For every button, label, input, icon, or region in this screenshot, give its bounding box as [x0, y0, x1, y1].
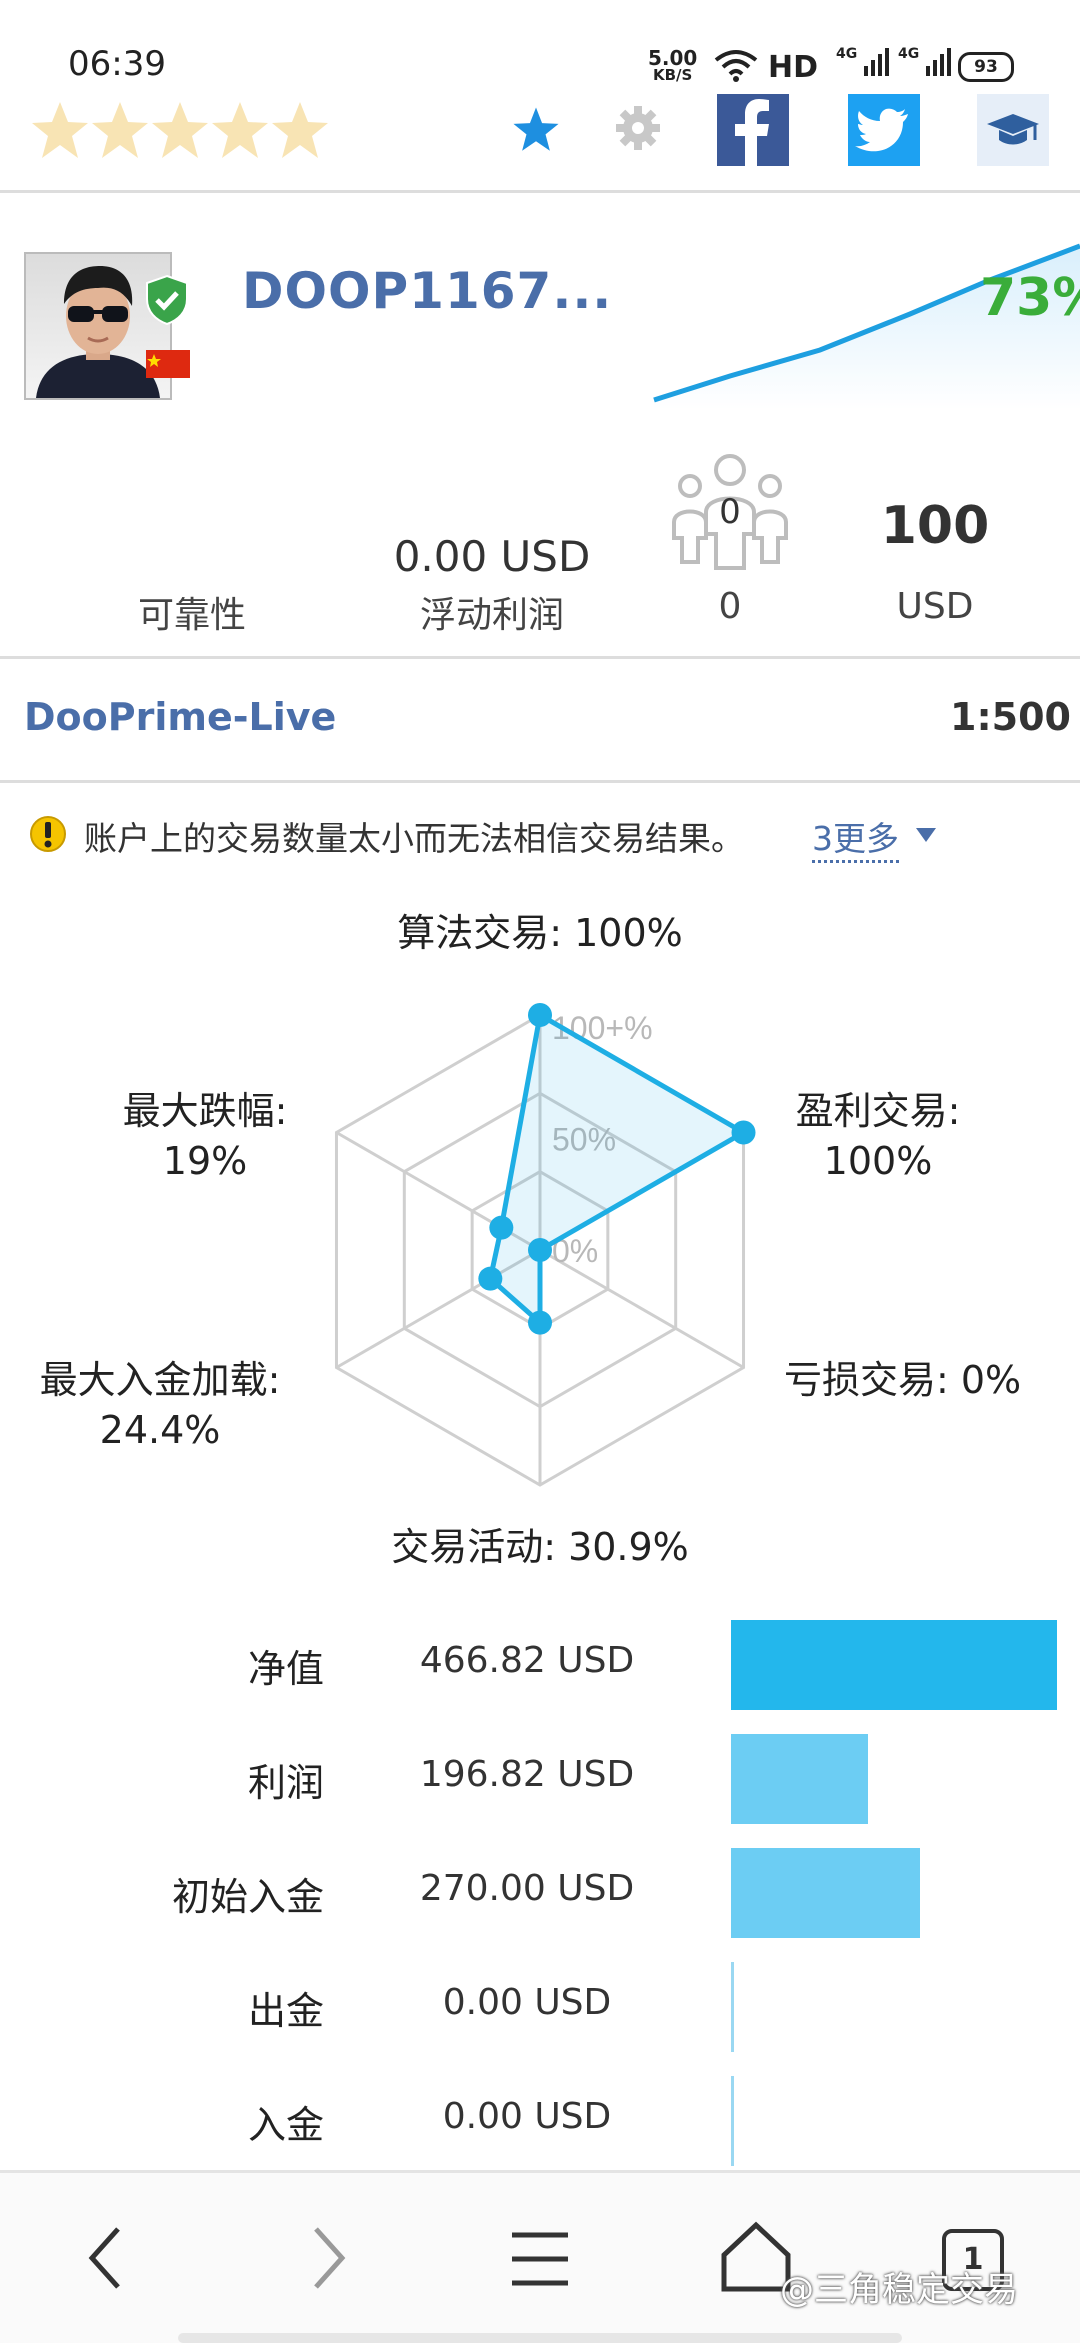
radar-label-deposit-line1: 最大入金加载: — [39, 1358, 281, 1402]
radar-label-profit-line1: 盈利交易: — [795, 1089, 961, 1133]
summary-label: 利润 — [247, 1761, 324, 1805]
radar-scale-label: 100+% — [552, 1010, 653, 1046]
rating-stars — [30, 100, 330, 166]
back-icon[interactable] — [78, 2223, 138, 2293]
summary-value: 270.00 USD — [419, 1868, 635, 1909]
nav-indicator — [178, 2333, 902, 2343]
radar-scale-label: 50% — [552, 1122, 616, 1158]
radar-label-drawdown-line1: 最大跌幅: — [122, 1089, 288, 1133]
divider — [0, 656, 1080, 659]
forward-icon[interactable] — [298, 2223, 358, 2293]
status-time: 06:39 — [68, 44, 166, 84]
subscribers-count: 0 — [718, 586, 742, 627]
tab-count: 1 — [962, 2242, 984, 2277]
summary-label: 出金 — [247, 1989, 324, 2033]
radar-label-loss: 亏损交易: 0% — [784, 1358, 1022, 1402]
radar-label-drawdown-line2: 19% — [162, 1139, 248, 1183]
twitter-icon[interactable] — [848, 94, 920, 166]
divider — [0, 780, 1080, 783]
summary-bar — [731, 1962, 734, 2052]
summary-label: 入金 — [247, 2103, 324, 2147]
subscribers-icon — [672, 454, 788, 570]
summary-list: 净值 466.82 USD 利润 196.82 USD 初始入金 270.00 … — [0, 1614, 1080, 2174]
signal-4g-2: 4G — [898, 46, 954, 76]
subscribers-badge: 0 — [719, 492, 741, 532]
status-bar: 06:39 5.00 KB/S HD 4G 4G 93 — [0, 0, 1080, 90]
graduation-cap-icon[interactable] — [977, 94, 1049, 166]
signal-4g-1: 4G — [836, 46, 892, 76]
floating-profit-value: 0.00 USD — [393, 532, 591, 581]
home-icon[interactable] — [718, 2219, 794, 2295]
growth-sparkline — [653, 243, 1080, 410]
radar-spoke — [539, 1248, 745, 1369]
watermark: @三角稳定交易 — [780, 2270, 1018, 2310]
menu-icon[interactable] — [508, 2227, 572, 2291]
balance-unit: USD — [896, 586, 974, 627]
account-name[interactable]: DOOP1167... — [242, 262, 613, 320]
net-speed-value: 5.00 — [648, 46, 698, 70]
summary-value: 196.82 USD — [419, 1754, 635, 1795]
facebook-icon[interactable] — [717, 94, 789, 166]
signal-label-1: 4G — [836, 46, 858, 62]
warning-icon — [30, 816, 66, 852]
summary-bar — [731, 2076, 734, 2166]
summary-label: 初始入金 — [171, 1875, 324, 1919]
warning-text: 账户上的交易数量太小而无法相信交易结果。 — [84, 819, 744, 858]
summary-row-withdrawal: 出金 0.00 USD — [0, 1956, 1080, 2070]
avatar[interactable] — [24, 252, 172, 400]
radar-point-2 — [528, 1238, 552, 1262]
radar-series-area — [487, 1012, 747, 1326]
radar-spoke — [335, 1248, 541, 1369]
hd-indicator: HD — [768, 50, 819, 85]
summary-label: 净值 — [247, 1647, 324, 1691]
chevron-down-icon[interactable] — [914, 826, 938, 844]
summary-value: 0.00 USD — [442, 2096, 612, 2137]
star-icon[interactable] — [510, 104, 562, 156]
more-link[interactable]: 3更多 — [812, 812, 899, 863]
battery-icon: 93 — [958, 52, 1014, 82]
divider — [0, 190, 1080, 193]
summary-row-initial-deposit: 初始入金 270.00 USD — [0, 1842, 1080, 1956]
radar-label-activity: 交易活动: 30.9% — [391, 1525, 689, 1569]
summary-row-profit: 利润 196.82 USD — [0, 1728, 1080, 1842]
floating-profit-label: 浮动利润 — [419, 595, 564, 636]
summary-value: 0.00 USD — [442, 1982, 612, 2023]
summary-row-deposit: 入金 0.00 USD — [0, 2070, 1080, 2184]
radar-point-3 — [528, 1310, 552, 1335]
star-rating-icon — [32, 102, 328, 158]
bottom-nav: 1 — [0, 2170, 1080, 2343]
radar-point-0 — [528, 1003, 552, 1027]
summary-bar — [731, 1620, 1057, 1710]
radar-chart: 100+%50%0% — [334, 1003, 756, 1487]
summary-bar — [731, 1848, 920, 1938]
china-flag-icon — [146, 350, 190, 378]
signal-label-2: 4G — [898, 46, 920, 62]
radar-label-profit: 盈利交易: 100% — [768, 1086, 988, 1186]
radar-label-deposit: 最大入金加载: 24.4% — [20, 1355, 300, 1455]
radar-label-algo: 算法交易: 100% — [397, 911, 683, 955]
tabs-icon[interactable]: 1 — [942, 2229, 1004, 2291]
signal-bars-icon — [864, 48, 890, 76]
reliability-label: 可靠性 — [137, 595, 246, 636]
signal-bars-icon — [926, 48, 952, 76]
leverage-value: 1:500 — [950, 695, 1071, 739]
verified-shield-icon — [146, 274, 188, 326]
net-speed-unit: KB/S — [653, 66, 693, 84]
summary-bar — [731, 1734, 868, 1824]
net-speed: 5.00 KB/S — [648, 48, 697, 83]
growth-value: 73% — [980, 268, 1080, 328]
radar-point-5 — [489, 1215, 514, 1240]
summary-row-equity: 净值 466.82 USD — [0, 1614, 1080, 1728]
radar-label-deposit-line2: 24.4% — [99, 1408, 221, 1452]
radar-point-1 — [731, 1120, 756, 1145]
summary-value: 466.82 USD — [419, 1640, 635, 1681]
radar-point-4 — [478, 1266, 503, 1291]
server-name: DooPrime-Live — [24, 695, 337, 739]
wifi-icon — [714, 50, 758, 82]
radar-label-drawdown: 最大跌幅: 19% — [100, 1086, 310, 1186]
radar-label-profit-line2: 100% — [823, 1139, 933, 1183]
balance-value: 100 — [880, 496, 990, 556]
toolbar — [0, 90, 1080, 190]
gear-icon[interactable] — [614, 104, 662, 152]
